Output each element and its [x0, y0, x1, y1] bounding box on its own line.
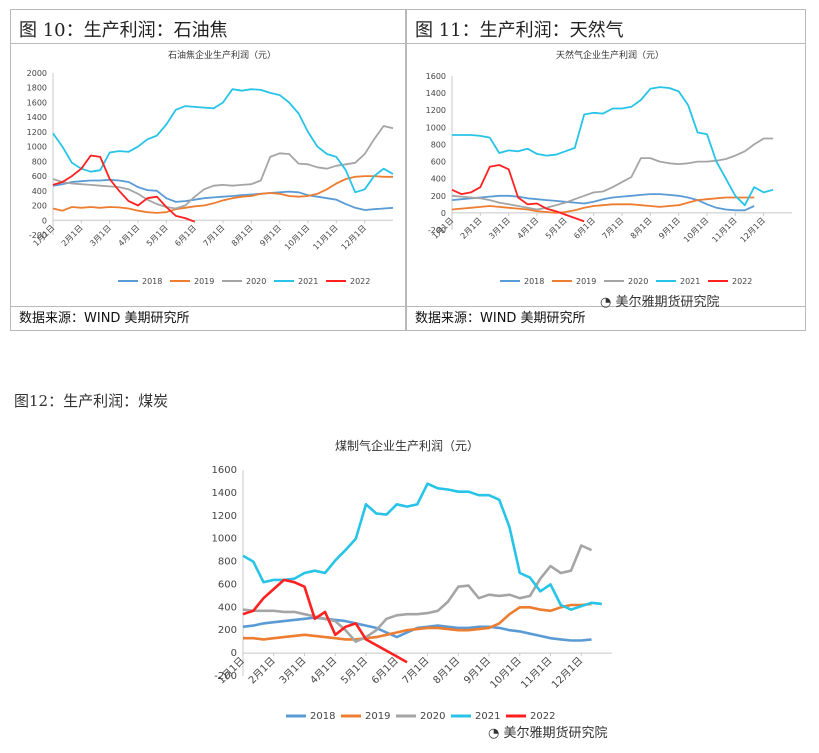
watermark-text: 美尔雅期货研究院 [503, 726, 608, 741]
coalgas-legend-label-2022: 2022 [530, 711, 555, 722]
coalgas-legend-label-2018: 2018 [310, 711, 335, 722]
coalgas-xtick-label: 11月1日 [518, 655, 554, 691]
wechat-icon: ◔ [600, 295, 616, 310]
coalgas-xtick-label: 4月1日 [308, 655, 340, 687]
figure-12-heading: 图12：生产利润：煤炭 [14, 392, 169, 410]
figure-11-source: 数据来源：WIND 美期研究所 [415, 311, 586, 326]
watermark-text: 美尔雅期货研究院 [615, 295, 720, 310]
coalgas-ytick-label: 600 [218, 579, 237, 590]
coalgas-ytick-label: 1000 [212, 534, 237, 545]
coalgas-xtick-label: 1月1日 [215, 655, 247, 687]
coalgas-series-2018-line [242, 616, 592, 642]
coalgas-xtick-label: 2月1日 [246, 655, 278, 687]
coalgas-xtick-label: 7月1日 [400, 655, 432, 687]
coalgas-ytick-label: 1200 [212, 511, 237, 522]
figure-10-bottom-divider [11, 306, 405, 307]
figure-10-panel: 图 10：生产利润：石油焦 数据来源：WIND 美期研究所 [10, 9, 406, 331]
watermark-fig11: ◔ 美尔雅期货研究院 [600, 291, 720, 310]
coalgas-chart-title: 煤制气企业生产利润（元） [335, 438, 479, 453]
watermark-fig12: ◔ 美尔雅期货研究院 [488, 722, 608, 741]
coalgas-ytick-label: -200 [214, 671, 237, 682]
coalgas-series-2021-line [242, 482, 602, 611]
figure-10-source: 数据来源：WIND 美期研究所 [19, 311, 190, 326]
coalgas-ytick-label: 400 [218, 602, 237, 613]
coalgas-ytick-label: 800 [218, 557, 237, 568]
coalgas-xtick-label: 8月1日 [431, 655, 463, 687]
figure-11-top-divider [407, 43, 805, 44]
coalgas-xtick-label: 10月1日 [488, 655, 524, 691]
coalgas-xtick-label: 3月1日 [277, 655, 309, 687]
coalgas-legend-label-2019: 2019 [365, 711, 390, 722]
coalgas-series-2019-line [243, 602, 592, 641]
coalgas-ytick-label: 1600 [212, 465, 237, 476]
figure-10-heading: 图 10：生产利润：石油焦 [19, 20, 228, 41]
coalgas-series-2022-line [242, 578, 408, 664]
coalgas-legend-label-2021: 2021 [475, 711, 500, 722]
coalgas-ytick-label: 1400 [212, 488, 237, 499]
figure-11-bottom-divider [407, 306, 805, 307]
coalgas-xtick-label: 9月1日 [461, 655, 493, 687]
coalgas-ytick-label: 200 [218, 625, 237, 636]
figure-11-panel: 图 11：生产利润：天然气 数据来源：WIND 美期研究所 [406, 9, 806, 331]
coalgas-xtick-label: 12月1日 [549, 655, 585, 691]
coalgas-xtick-label: 6月1日 [369, 655, 401, 687]
coalgas-xtick-label: 5月1日 [338, 655, 370, 687]
coalgas-series-2020-line [242, 544, 593, 644]
figure-11-heading: 图 11：生产利润：天然气 [415, 20, 624, 41]
coalgas-legend-label-2020: 2020 [420, 711, 445, 722]
wechat-icon: ◔ [488, 726, 504, 741]
coalgas-ytick-label: 0 [231, 648, 237, 659]
figure-10-top-divider [11, 43, 405, 44]
